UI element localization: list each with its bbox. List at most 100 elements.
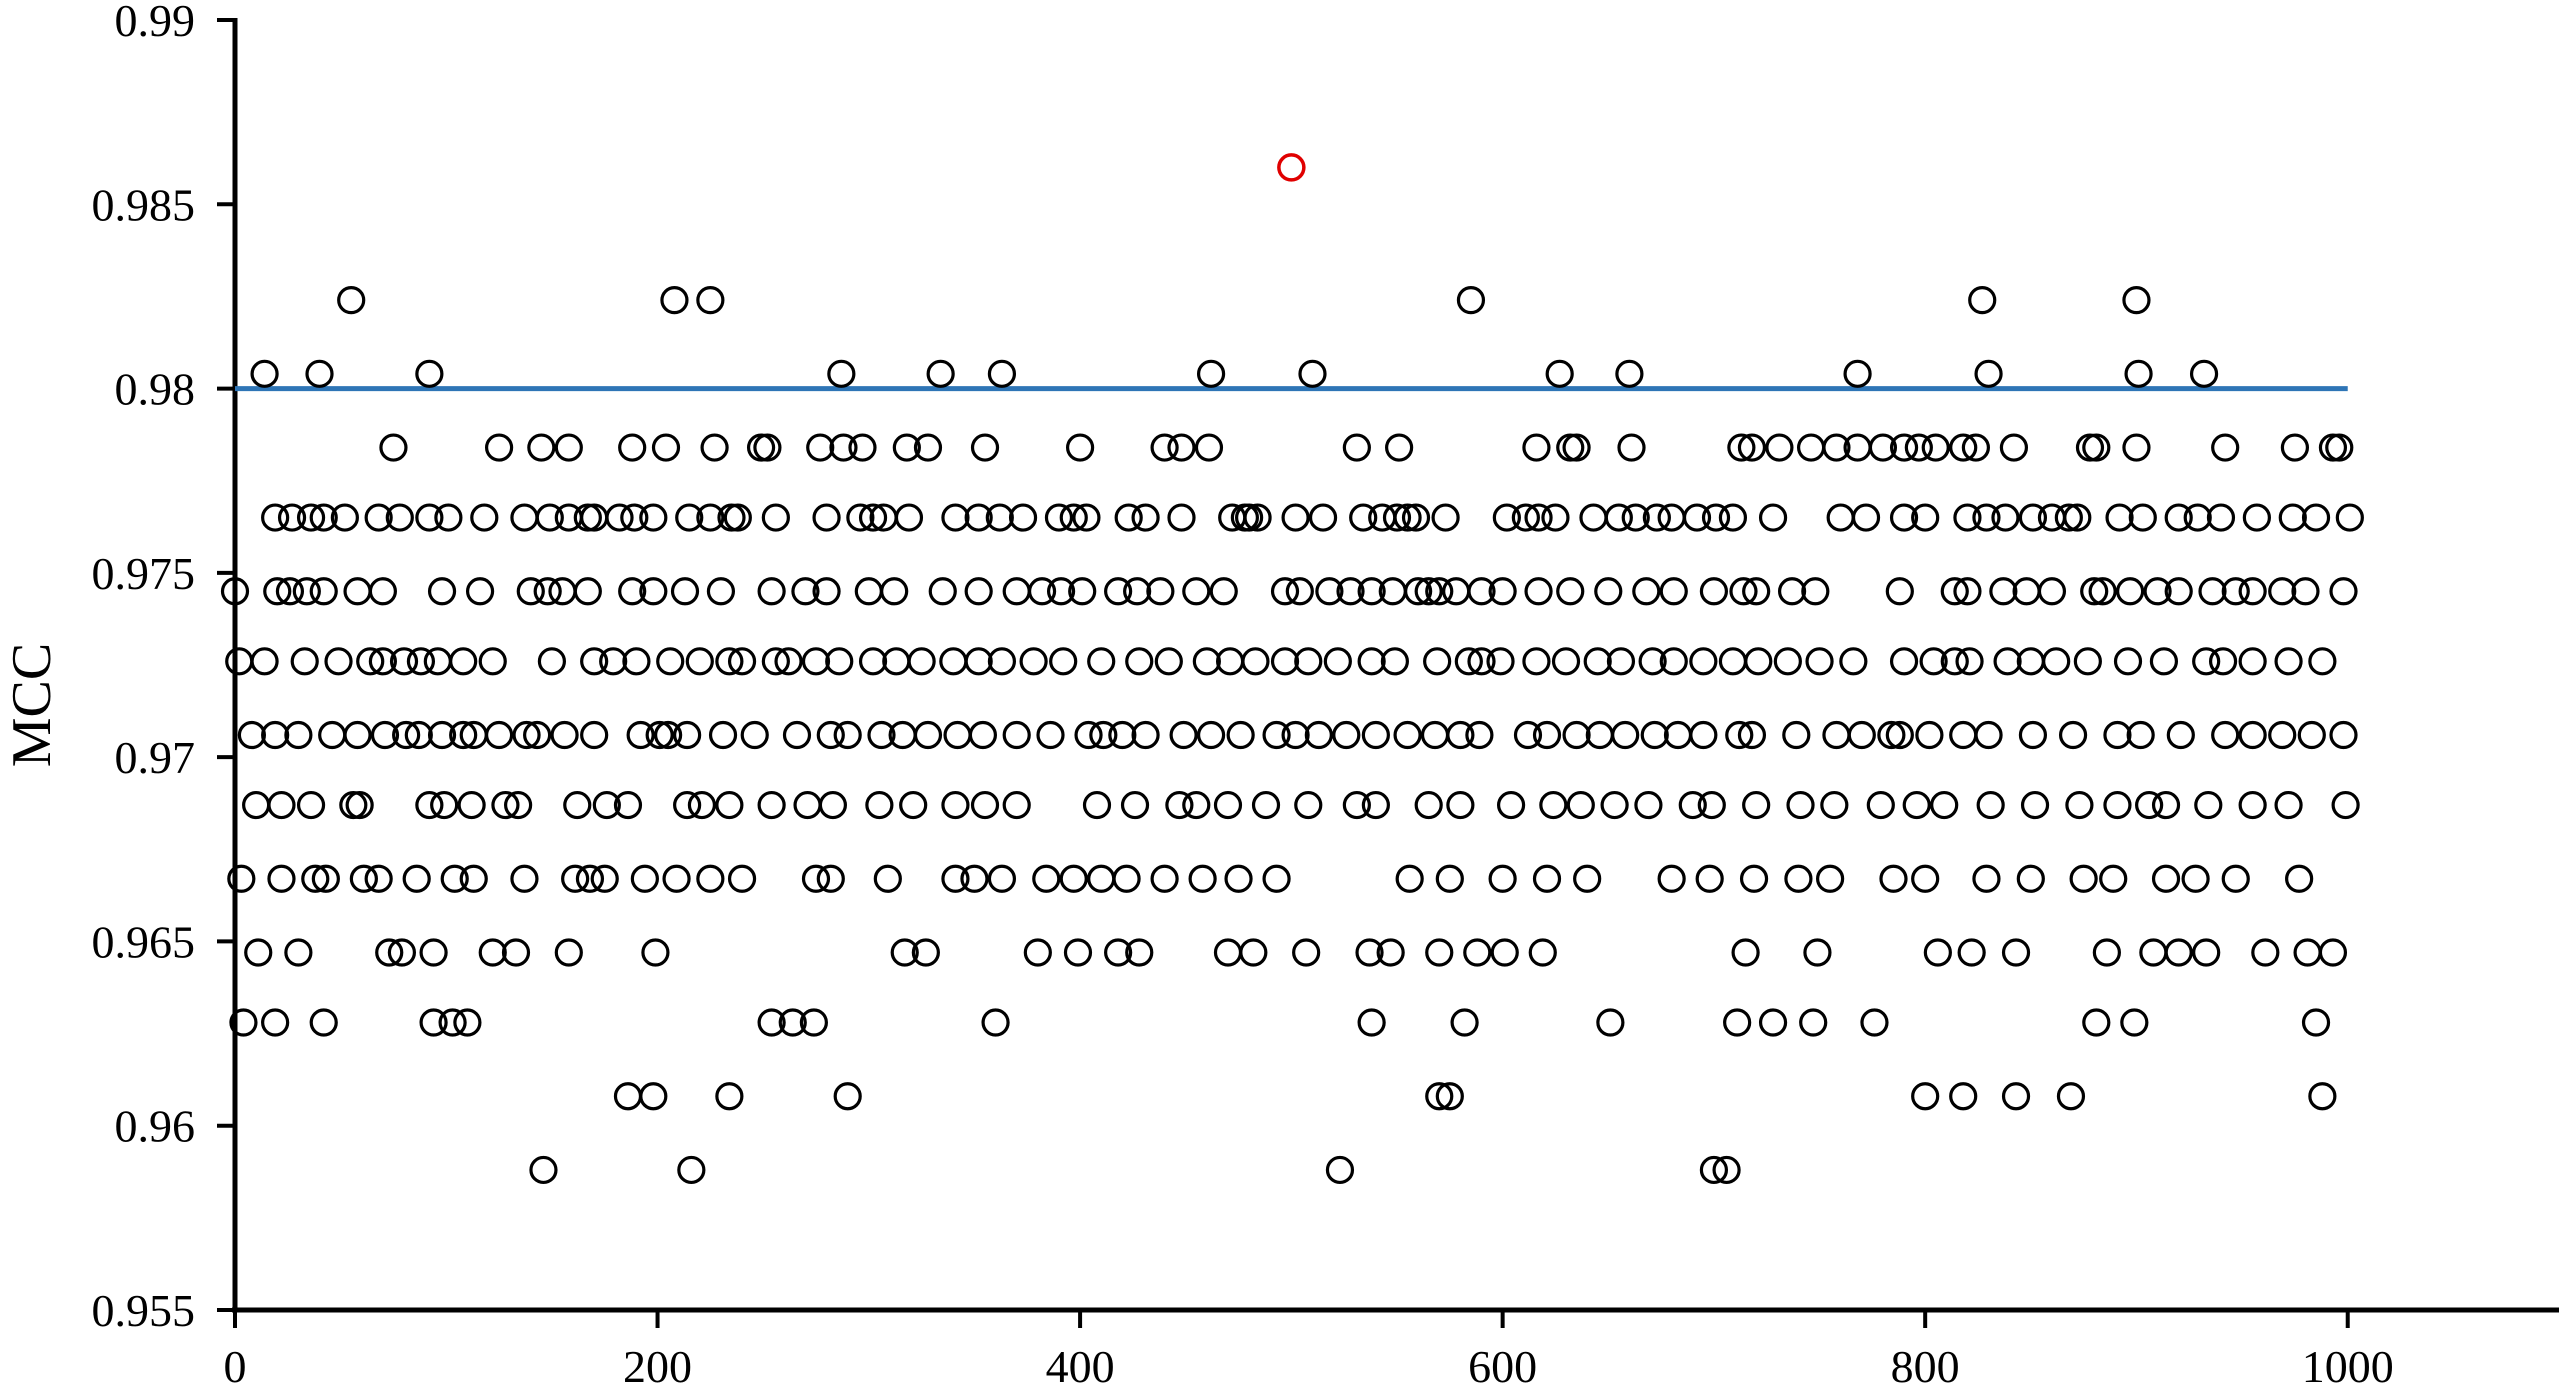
data-point [2069,864,2098,893]
data-point [1270,577,1300,606]
data-point [1323,647,1352,676]
data-point [2151,790,2181,820]
data-point [1435,864,1464,893]
data-point [1860,1008,1889,1037]
data-point [1877,720,1906,750]
data-point [1600,790,1629,820]
data-point [2020,790,2050,820]
data-point [1357,647,1386,676]
data-point [1036,720,1065,750]
data-point [1532,720,1562,750]
data-point [1659,577,1688,606]
data-point [537,647,567,676]
data-point [941,503,970,532]
data-point [1169,720,1198,750]
data-point [685,647,714,676]
data-point [613,1082,643,1111]
data-point [1585,720,1614,750]
data-point [727,647,757,676]
data-point [2164,938,2193,967]
data-point [1659,647,1688,676]
data-point [673,720,702,750]
data-point [2016,864,2045,893]
data-point [1262,720,1291,750]
data-point [858,503,888,532]
data-point [1165,790,1194,820]
data-point [415,790,444,820]
data-point [370,720,400,750]
data-point [1632,577,1661,606]
x-tick-label: 600 [1468,1341,1537,1390]
data-point [943,720,972,750]
data-point [1524,503,1553,532]
data-point [1682,503,1712,532]
data-point [2092,938,2121,967]
data-point [1615,359,1644,388]
data-point [309,1008,338,1037]
data-point [275,577,305,606]
data-point [1786,790,1815,820]
data-point [1285,577,1314,606]
data-point [590,864,619,893]
data-point [1657,503,1686,532]
data-point [1551,647,1581,676]
data-point [970,790,1000,820]
data-point [618,577,647,606]
data-point [2143,577,2172,606]
data-point [229,1008,258,1037]
data-point [2124,359,2153,388]
data-point [1911,864,1940,893]
data-point [1524,577,1553,606]
data-point [1579,503,1608,532]
data-point [573,577,602,606]
data-point [296,790,326,820]
data-point [641,938,670,967]
data-point [309,577,338,606]
data-point [504,790,533,820]
data-point [267,790,296,820]
data-point [2164,503,2193,532]
data-point [1281,503,1310,532]
data-point [402,864,431,893]
data-point [2082,433,2111,462]
data-point [2016,647,2045,676]
data-point [261,503,290,532]
data-point [449,647,478,676]
data-point [2105,503,2134,532]
data-point [639,503,668,532]
data-point [1911,503,1940,532]
data-point [1923,938,1952,967]
data-point [1968,286,1997,315]
data-point [1332,720,1361,750]
data-point [242,790,271,820]
data-point [890,938,919,967]
data-point [2122,433,2151,462]
data-point [1131,720,1160,750]
data-point [1395,864,1424,893]
data-point [867,720,896,750]
data-point [2238,647,2267,676]
data-point [1002,790,1031,820]
data-point [2335,503,2364,532]
data-point [1019,647,1048,676]
data-point [2189,359,2219,388]
y-tick-label: 0.98 [115,364,196,415]
data-point [1125,647,1154,676]
data-point [2325,433,2354,462]
data-point [911,938,940,967]
data-point [833,720,862,750]
data-point [1209,577,1238,606]
data-point [1573,864,1602,893]
data-point [296,503,326,532]
data-point [1125,938,1154,967]
data-point [639,577,668,606]
data-points [220,286,2364,1185]
data-point [892,433,921,462]
data-point [2082,1008,2111,1037]
data-point [580,647,609,676]
data-point [757,1008,786,1037]
data-point [2164,577,2193,606]
data-point [782,720,812,750]
y-tick-label: 0.96 [115,1101,196,1152]
